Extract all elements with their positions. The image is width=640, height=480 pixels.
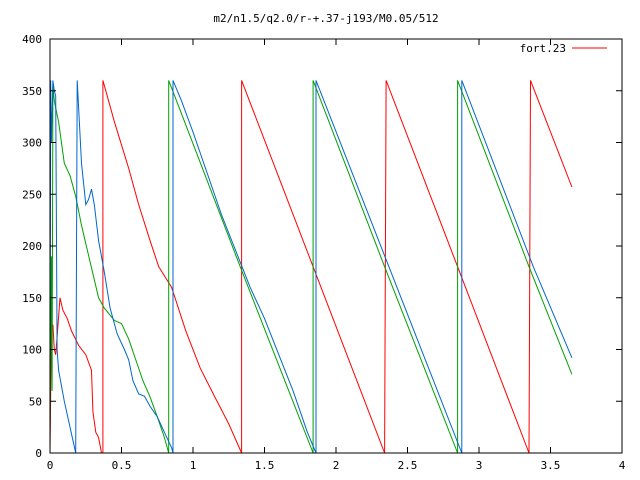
x-tick-label: 3.5 xyxy=(541,459,561,472)
series-line-3 xyxy=(49,80,573,454)
x-tick-label: 1.5 xyxy=(255,459,275,472)
y-tick-label: 100 xyxy=(22,344,42,357)
series-layer xyxy=(49,80,573,454)
x-tick-label: 1 xyxy=(190,459,197,472)
y-tick-label: 350 xyxy=(22,85,42,98)
series-line-2 xyxy=(49,80,573,454)
y-tick-label: 250 xyxy=(22,188,42,201)
y-tick-label: 200 xyxy=(22,240,42,253)
legend-label-fort-23: fort.23 xyxy=(520,42,566,55)
y-tick-label: 50 xyxy=(29,395,42,408)
x-tick-label: 0.5 xyxy=(112,459,132,472)
chart-title: m2/n1.5/q2.0/r-+.37-j193/M0.05/512 xyxy=(213,12,438,25)
y-tick-label: 150 xyxy=(22,292,42,305)
y-tick-label: 300 xyxy=(22,137,42,150)
x-tick-label: 4 xyxy=(619,459,626,472)
series-line-1 xyxy=(49,80,573,454)
x-tick-label: 3 xyxy=(476,459,483,472)
ticks-layer: 0 0.5 1 1.5 2 2.5 3 3.5 4 0 50 100 150 200 250 300 350 40… xyxy=(22,33,626,472)
x-tick-label: 2 xyxy=(333,459,340,472)
plot-frame xyxy=(49,38,623,454)
x-tick-label: 2.5 xyxy=(398,459,418,472)
y-tick-label: 0 xyxy=(35,447,42,460)
x-tick-label: 0 xyxy=(47,459,54,472)
y-tick-label: 400 xyxy=(22,33,42,46)
legend: fort.23 xyxy=(520,42,607,55)
